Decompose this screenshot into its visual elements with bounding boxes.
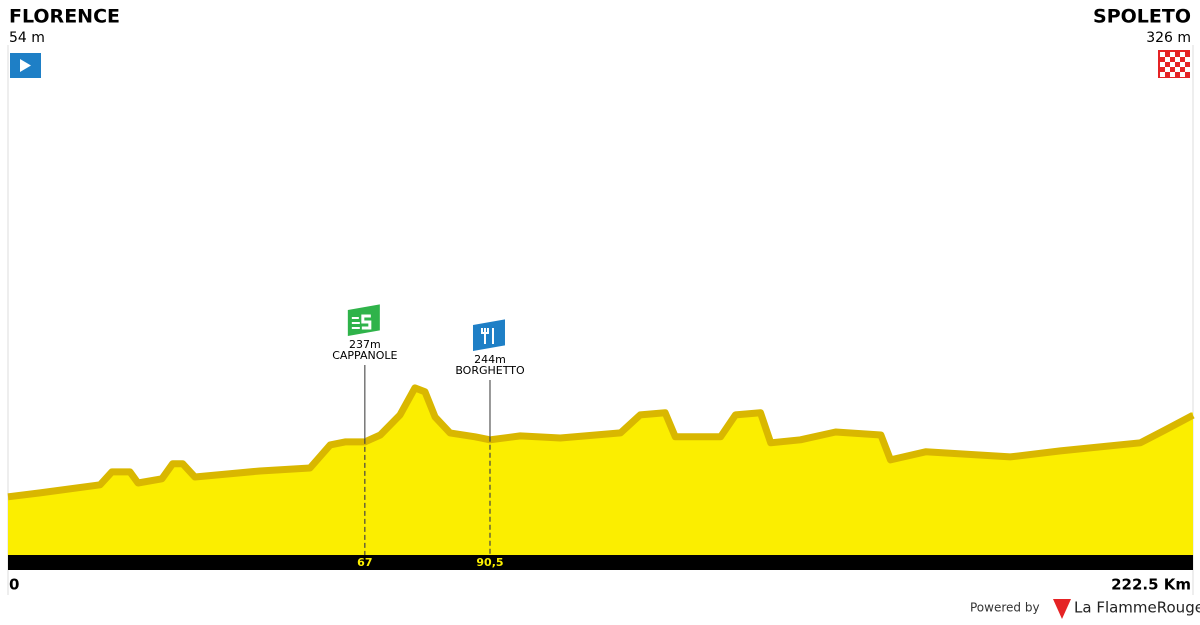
- flag-check: [1180, 72, 1185, 77]
- finish-name: SPOLETO: [1093, 6, 1191, 28]
- profile-area: [8, 384, 1193, 555]
- brand-logo: [1053, 599, 1071, 619]
- distance-bar: [8, 555, 1193, 570]
- flag-check: [1180, 62, 1185, 67]
- flag-check: [1185, 57, 1190, 62]
- flag-check: [1165, 67, 1170, 72]
- credit-prefix: Powered by: [970, 601, 1040, 615]
- flag-check: [1175, 57, 1180, 62]
- flag-check: [1180, 52, 1185, 57]
- icon-body: [472, 319, 505, 351]
- start-elevation: 54 m: [9, 30, 45, 46]
- finish-flag: [1158, 50, 1190, 78]
- point-name: CAPPANOLE: [332, 349, 397, 362]
- start-name: FLORENCE: [9, 6, 120, 28]
- flag-check: [1160, 52, 1165, 57]
- flag-check: [1160, 62, 1165, 67]
- point-icon: [347, 304, 380, 336]
- profile-edge: [7, 384, 1195, 501]
- flag-check: [1170, 72, 1175, 77]
- icon-glyph: [351, 317, 360, 329]
- point-icon: [472, 319, 505, 351]
- point-km: 67: [357, 556, 372, 569]
- icon-glyph: [361, 314, 372, 330]
- flag-check: [1170, 52, 1175, 57]
- flag-check: [1170, 62, 1175, 67]
- icon-glyph: [480, 328, 494, 344]
- flag-check: [1175, 67, 1180, 72]
- start-flag: [10, 53, 41, 78]
- flag-check: [1160, 72, 1165, 77]
- point-elevation: 237m: [349, 338, 381, 351]
- flag-check: [1165, 57, 1170, 62]
- credit-brand: La FlammeRouge: [1074, 599, 1200, 617]
- finish-elevation: 326 m: [1146, 30, 1191, 46]
- point-km: 90,5: [476, 556, 503, 569]
- x-tick-label: 222.5 Km: [1111, 576, 1191, 594]
- point-elevation: 244m: [474, 353, 506, 366]
- x-tick-label: 0: [9, 576, 19, 594]
- flag-check: [1185, 67, 1190, 72]
- point-name: BORGHETTO: [455, 364, 525, 377]
